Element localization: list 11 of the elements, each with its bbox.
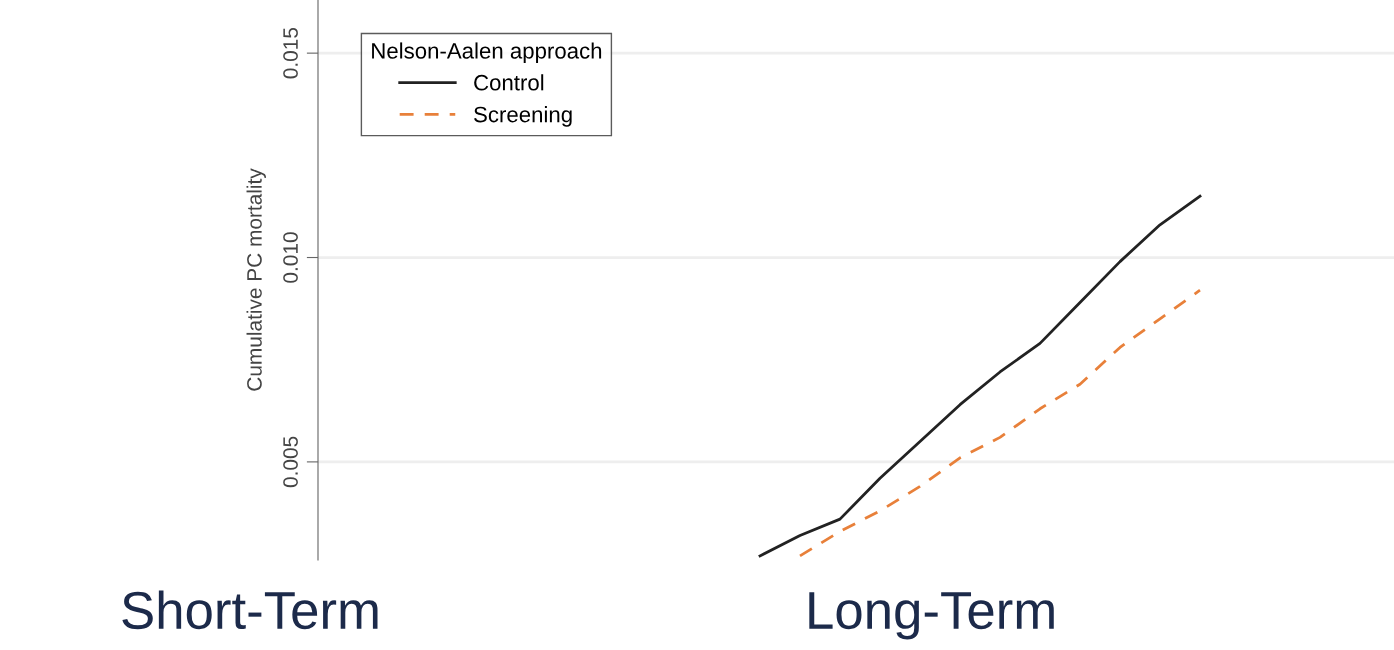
- line-series: [798, 288, 1202, 558]
- legend-label: Screening: [474, 106, 572, 127]
- y-tick-label: 0.015: [283, 27, 298, 79]
- legend-title: Nelson-Aalen approach: [372, 42, 602, 64]
- text: Long-Term: [809, 592, 1054, 640]
- y-axis-title: Cumulative PC mortality: [246, 168, 266, 391]
- y-tick-label: 0.005: [283, 436, 298, 488]
- line-series: [758, 194, 1202, 558]
- legend-label: Control: [474, 74, 544, 91]
- y-tick-label: 0.010: [283, 232, 298, 283]
- text: Short-Term: [122, 590, 378, 630]
